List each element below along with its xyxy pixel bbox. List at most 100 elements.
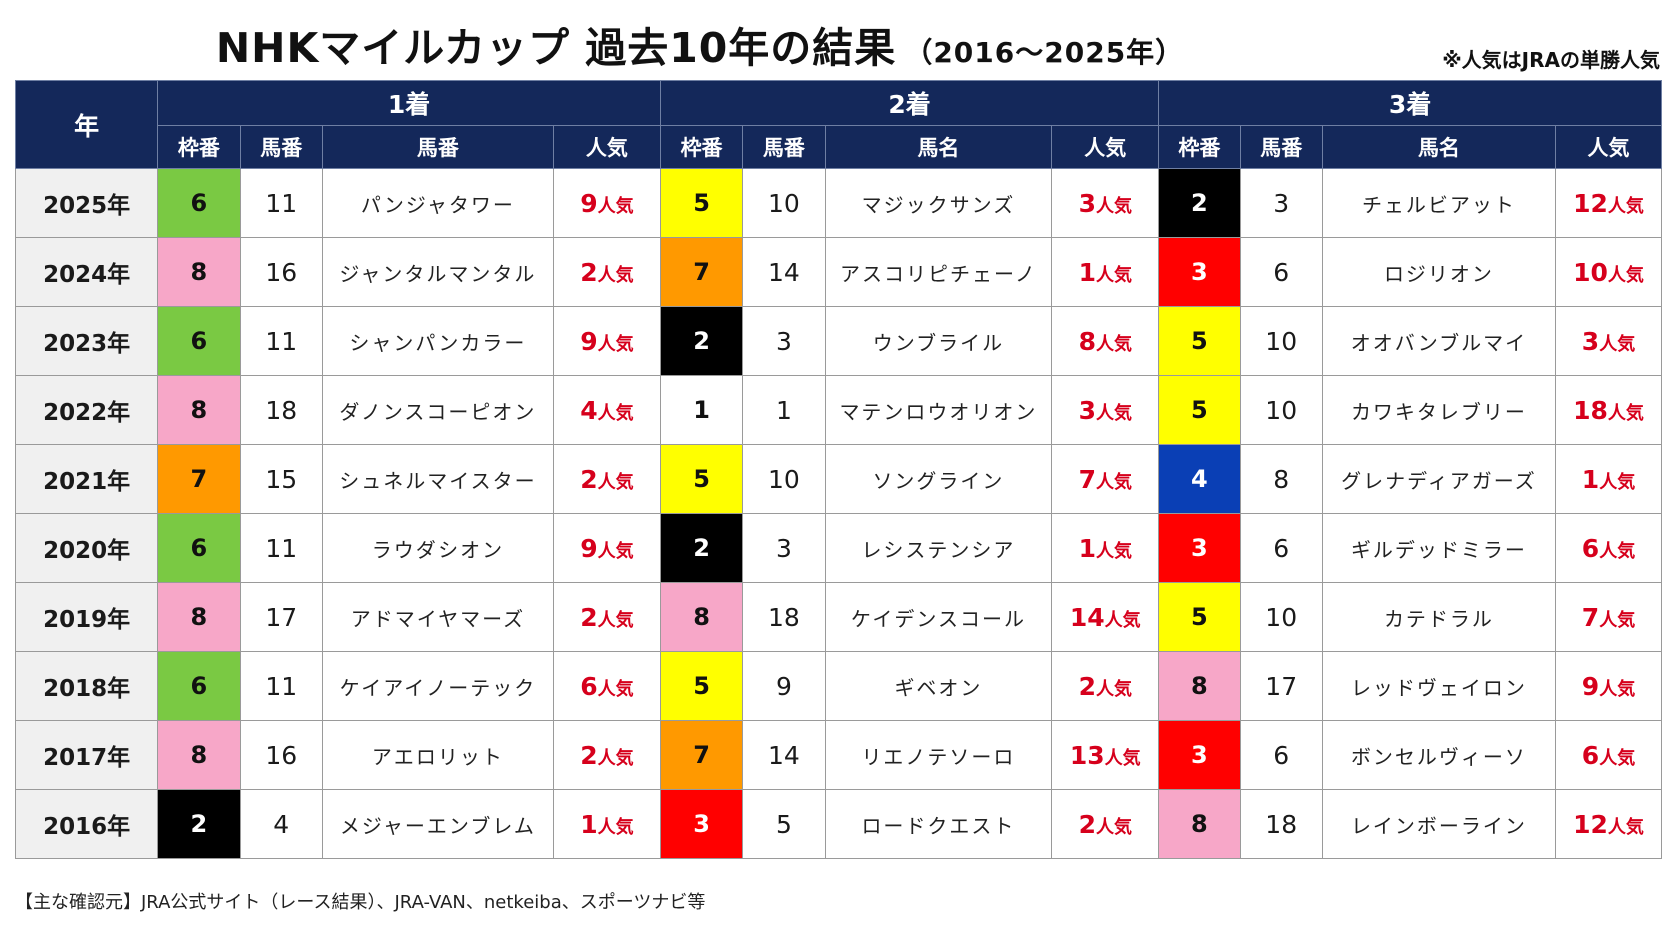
third-popularity-cell: 12人気: [1555, 168, 1662, 238]
popularity-rank: 14: [1069, 602, 1105, 632]
popularity-unit: 人気: [1104, 747, 1141, 769]
first-popularity-cell: 2人気: [552, 720, 661, 790]
third-gate-cell: 8: [1158, 651, 1241, 721]
source-note: 【主な確認元】JRA公式サイト（レース結果）、JRA-VAN、netkeiba、…: [15, 892, 706, 913]
second-gate-cell: 7: [659, 237, 744, 307]
third-gate-cell: 3: [1158, 513, 1241, 583]
popularity-unit: 人気: [1095, 678, 1132, 700]
column-header: 馬番: [1239, 125, 1323, 169]
popularity-rank: 4: [580, 395, 598, 425]
rank-header-row: 年 1着 2着 3着: [14, 80, 1662, 169]
popularity-unit: 人気: [597, 402, 634, 424]
first-horse-name-cell: アエロリット: [321, 720, 554, 790]
first-popularity-cell: 2人気: [552, 237, 661, 307]
first-horse-name-cell: パンジャタワー: [321, 168, 554, 238]
popularity-rank: 2: [580, 602, 598, 632]
second-horse-name-cell: ソングライン: [824, 444, 1053, 514]
second-place-header: 2着: [659, 80, 1160, 126]
third-gate-cell: 5: [1158, 306, 1241, 376]
popularity-rank: 1: [1078, 533, 1096, 563]
popularity-unit: 人気: [597, 816, 634, 838]
popularity-unit: 人気: [1095, 195, 1132, 217]
second-horse-name-cell: ロードクエスト: [824, 789, 1053, 859]
popularity-unit: 人気: [1095, 471, 1132, 493]
table-row: 2020年 6 11 ラウダシオン 9人気 2 3 レシステンシア 1人気 3 6 ギルデッドミラー 6…: [14, 513, 1662, 583]
third-horse-name-cell: ギルデッドミラー: [1321, 513, 1557, 583]
second-horse-name-cell: ギベオン: [824, 651, 1053, 721]
second-gate-cell: 2: [659, 306, 744, 376]
first-horse-number-cell: 11: [239, 306, 323, 376]
title-subtitle: （2016～2025年）: [904, 36, 1185, 69]
third-place-header: 3着: [1158, 80, 1662, 126]
second-horse-number-cell: 10: [742, 168, 826, 238]
third-horse-name-cell: オオバンブルマイ: [1321, 306, 1557, 376]
second-horse-name-cell: リエノテソーロ: [824, 720, 1053, 790]
popularity-unit: 人気: [597, 333, 634, 355]
third-horse-name-cell: グレナディアガーズ: [1321, 444, 1557, 514]
second-gate-cell: 5: [659, 651, 744, 721]
second-horse-name-cell: ウンブライル: [824, 306, 1053, 376]
year-header: 年: [14, 80, 159, 169]
first-horse-name-cell: ダノンスコーピオン: [321, 375, 554, 445]
popularity-unit: 人気: [597, 678, 634, 700]
first-popularity-cell: 9人気: [552, 513, 661, 583]
popularity-unit: 人気: [1607, 195, 1644, 217]
first-horse-number-cell: 16: [239, 237, 323, 307]
third-gate-cell: 3: [1158, 720, 1241, 790]
popularity-unit: 人気: [597, 195, 634, 217]
third-horse-number-cell: 8: [1239, 444, 1323, 514]
popularity-rank: 7: [1078, 464, 1096, 494]
column-header: 馬番: [321, 125, 554, 169]
second-popularity-cell: 8人気: [1051, 306, 1160, 376]
third-horse-name-cell: カワキタレブリー: [1321, 375, 1557, 445]
third-horse-number-cell: 6: [1239, 720, 1323, 790]
page-title: NHKマイルカップ 過去10年の結果 （2016～2025年）: [0, 14, 1400, 74]
third-horse-name-cell: レインボーライン: [1321, 789, 1557, 859]
popularity-rank: 1: [580, 809, 598, 839]
third-popularity-cell: 10人気: [1555, 237, 1662, 307]
column-header: 枠番: [659, 125, 744, 169]
third-popularity-cell: 6人気: [1555, 513, 1662, 583]
second-horse-name-cell: マテンロウオリオン: [824, 375, 1053, 445]
first-popularity-cell: 9人気: [552, 306, 661, 376]
popularity-rank: 3: [1078, 188, 1096, 218]
third-gate-cell: 5: [1158, 375, 1241, 445]
popularity-rank: 8: [1078, 326, 1096, 356]
table-row: 2022年 8 18 ダノンスコーピオン 4人気 1 1 マテンロウオリオン 3人気 5 10 カワキ…: [14, 375, 1662, 445]
first-popularity-cell: 1人気: [552, 789, 661, 859]
popularity-rank: 10: [1573, 257, 1608, 287]
column-header: 人気: [1555, 125, 1662, 169]
popularity-rank: 2: [580, 464, 598, 494]
third-gate-cell: 4: [1158, 444, 1241, 514]
table-row: 2024年 8 16 ジャンタルマンタル 2人気 7 14 アスコリピチェーノ 1人気 3 6 ロジリ…: [14, 237, 1662, 307]
second-popularity-cell: 13人気: [1051, 720, 1160, 790]
first-horse-name-cell: メジャーエンブレム: [321, 789, 554, 859]
column-header: 馬番: [742, 125, 826, 169]
year-cell: 2017年: [14, 720, 159, 790]
second-horse-number-cell: 10: [742, 444, 826, 514]
second-gate-cell: 3: [659, 789, 744, 859]
first-horse-number-cell: 11: [239, 513, 323, 583]
third-gate-cell: 3: [1158, 237, 1241, 307]
table-row: 2016年 2 4 メジャーエンブレム 1人気 3 5 ロードクエスト 2人気 8 18 レインボーラ…: [14, 789, 1662, 859]
column-header-row: 枠番 馬番 馬番 人気 枠番 馬番 馬名 人気 枠番 馬番 馬名 人気: [16, 125, 1662, 169]
year-cell: 2019年: [14, 582, 159, 652]
first-horse-number-cell: 11: [239, 168, 323, 238]
third-horse-number-cell: 6: [1239, 237, 1323, 307]
third-popularity-cell: 12人気: [1555, 789, 1662, 859]
popularity-rank: 3: [1581, 326, 1600, 356]
first-horse-number-cell: 15: [239, 444, 323, 514]
third-horse-number-cell: 17: [1239, 651, 1323, 721]
first-gate-cell: 8: [157, 720, 241, 790]
second-gate-cell: 5: [659, 168, 744, 238]
second-popularity-cell: 2人気: [1051, 789, 1160, 859]
second-horse-name-cell: ケイデンスコール: [824, 582, 1053, 652]
first-popularity-cell: 9人気: [552, 168, 661, 238]
second-gate-cell: 8: [659, 582, 744, 652]
second-horse-number-cell: 3: [742, 306, 826, 376]
popularity-unit: 人気: [1607, 264, 1644, 286]
first-horse-name-cell: シュネルマイスター: [321, 444, 554, 514]
first-gate-cell: 8: [157, 237, 241, 307]
popularity-rank: 9: [1581, 671, 1600, 701]
popularity-unit: 人気: [1095, 333, 1132, 355]
